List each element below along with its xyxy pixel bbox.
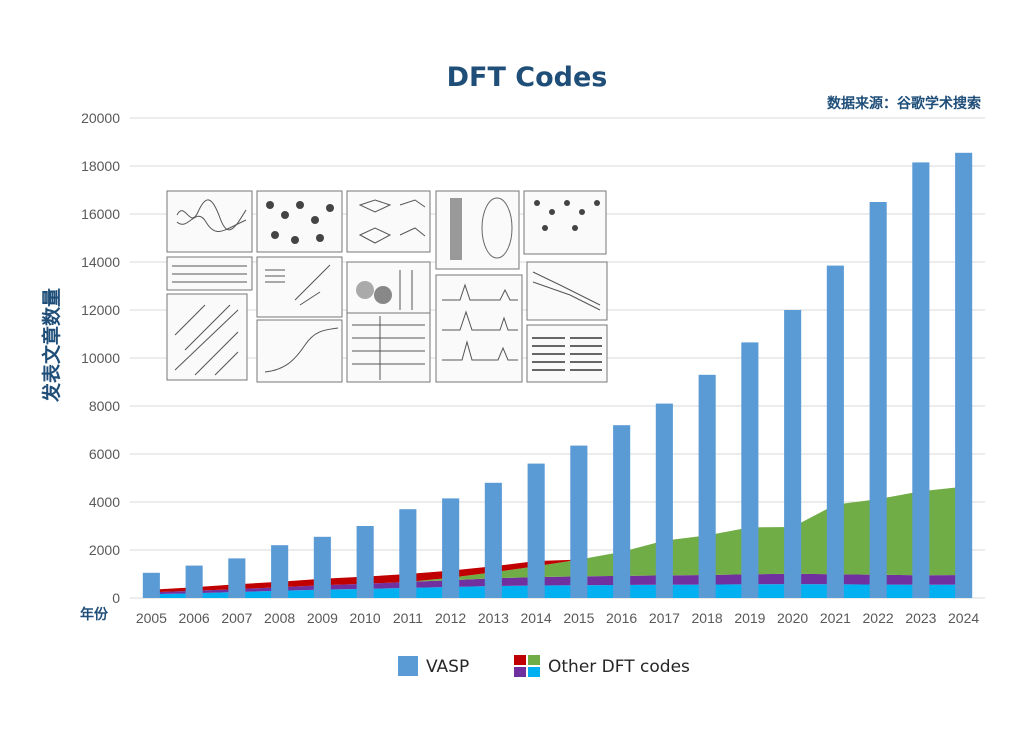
- x-tick-2018: 2018: [692, 610, 723, 626]
- figure-thumbnail-molecules: [256, 190, 343, 253]
- y-tick-2000: 2000: [89, 542, 120, 558]
- x-tick-2006: 2006: [179, 610, 210, 626]
- x-tick-2017: 2017: [649, 610, 680, 626]
- figure-thumbnail-surface: [346, 261, 431, 318]
- paper-figures-collage: [166, 190, 608, 383]
- bar-vasp-2021: [826, 265, 844, 598]
- legend-label-other: Other DFT codes: [548, 657, 690, 677]
- bar-vasp-2009: [313, 536, 331, 598]
- figure-thumbnail-nanotube: [435, 190, 520, 270]
- legend-swatch-other: [514, 655, 540, 677]
- y-tick-6000: 6000: [89, 446, 120, 462]
- x-tick-2010: 2010: [350, 610, 381, 626]
- bar-vasp-2014: [527, 463, 545, 598]
- x-tick-2011: 2011: [393, 610, 423, 626]
- figure-thumbnail-mesh: [526, 324, 608, 383]
- bar-vasp-2017: [655, 403, 673, 598]
- bar-vasp-2011: [399, 509, 417, 598]
- x-tick-2005: 2005: [136, 610, 167, 626]
- bar-vasp-2020: [784, 310, 802, 598]
- x-tick-2020: 2020: [777, 610, 808, 626]
- y-tick-10000: 10000: [81, 350, 120, 366]
- figure-thumbnail-data-table: [346, 312, 431, 383]
- y-tick-4000: 4000: [89, 494, 120, 510]
- x-tick-2024: 2024: [948, 610, 979, 626]
- y-tick-8000: 8000: [89, 398, 120, 414]
- y-tick-18000: 18000: [81, 158, 120, 174]
- bar-vasp-2018: [698, 374, 716, 598]
- bar-vasp-2023: [912, 162, 930, 598]
- y-tick-16000: 16000: [81, 206, 120, 222]
- area-layer-green: [145, 486, 968, 593]
- y-tick-14000: 14000: [81, 254, 120, 270]
- other-dft-area-layers: [145, 486, 968, 598]
- bar-vasp-2013: [484, 482, 502, 598]
- legend-label-vasp: VASP: [426, 657, 469, 677]
- figure-thumbnail-fit-curve: [256, 319, 343, 383]
- x-axis-label: 年份: [80, 606, 109, 623]
- figure-thumbnail-diagram: [256, 256, 343, 318]
- bar-vasp-2007: [228, 558, 246, 598]
- x-tick-2016: 2016: [606, 610, 637, 626]
- source-note: 数据来源：谷歌学术搜索: [827, 95, 981, 112]
- chart-title: DFT Codes: [447, 62, 608, 93]
- figure-thumbnail-hatched: [166, 293, 248, 381]
- bar-vasp-2015: [570, 445, 588, 598]
- x-tick-2015: 2015: [563, 610, 594, 626]
- y-axis-label: 发表文章数量: [40, 288, 63, 403]
- x-tick-2023: 2023: [905, 610, 936, 626]
- bar-vasp-2008: [271, 545, 289, 598]
- bar-vasp-2005: [142, 572, 160, 598]
- figure-thumbnail-lattice: [523, 190, 607, 255]
- figure-thumbnail-table: [166, 256, 253, 291]
- x-tick-labels: 2005 2006 2007 2008 2009 2010 2011 2012 2013 2014…: [136, 610, 980, 626]
- figure-thumbnail-decay-plot: [526, 261, 608, 321]
- figure-thumbnail-spectra: [435, 274, 523, 383]
- x-tick-2013: 2013: [478, 610, 509, 626]
- x-tick-2021: 2021: [820, 610, 851, 626]
- x-tick-2008: 2008: [264, 610, 295, 626]
- y-tick-20000: 20000: [81, 110, 120, 126]
- y-tick-0: 0: [112, 590, 120, 606]
- legend-swatch-vasp: [398, 656, 418, 676]
- x-tick-2007: 2007: [221, 610, 252, 626]
- bar-vasp-2012: [442, 498, 460, 598]
- legend: VASP Other DFT codes: [398, 655, 690, 677]
- x-tick-2019: 2019: [734, 610, 765, 626]
- figure-thumbnail-crystal: [346, 190, 431, 253]
- y-tick-labels: 0 2000 4000 6000 8000 10000 12000 14000 16000 180…: [81, 110, 120, 606]
- bar-vasp-2010: [356, 526, 374, 598]
- x-tick-2022: 2022: [863, 610, 894, 626]
- vasp-bars: [142, 152, 973, 599]
- x-tick-2009: 2009: [307, 610, 338, 626]
- bar-vasp-2006: [185, 565, 203, 598]
- x-tick-2014: 2014: [521, 610, 552, 626]
- bar-vasp-2024: [955, 152, 973, 599]
- area-layer-cyan: [145, 584, 968, 598]
- figure-thumbnail-line-plot: [166, 190, 253, 253]
- y-tick-12000: 12000: [81, 302, 120, 318]
- area-layer-purple: [145, 573, 968, 595]
- bar-vasp-2022: [869, 202, 887, 598]
- x-tick-2012: 2012: [435, 610, 466, 626]
- bar-vasp-2016: [613, 425, 631, 598]
- bar-vasp-2019: [741, 342, 759, 598]
